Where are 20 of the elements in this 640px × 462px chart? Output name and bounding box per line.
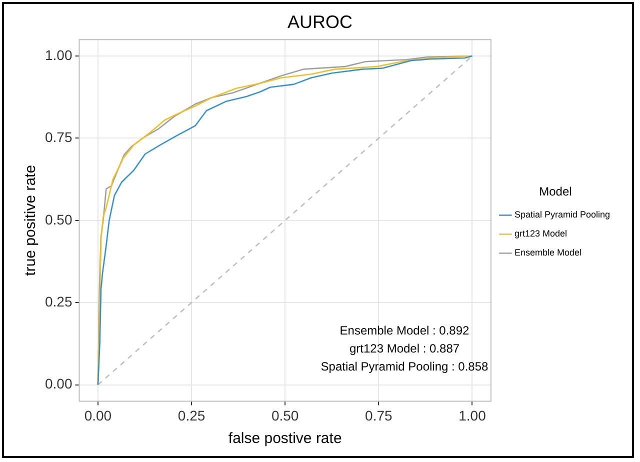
x-tick-label: 0.25 [178,407,206,424]
y-tick-label: 0.25 [45,293,72,310]
x-tick-label: 0.00 [84,407,112,424]
y-tick-label: 0.50 [45,211,72,228]
x-tick-label: 1.00 [458,407,486,424]
annotation: Ensemble Model : 0.892 [340,324,470,338]
legend-label: grt123 Model [514,228,567,239]
annotation: Spatial Pyramid Pooling : 0.858 [320,360,489,374]
y-tick-label: 1.00 [45,46,72,63]
chart-title: AUROC [287,12,353,32]
x-tick-label: 0.50 [271,407,299,424]
legend-title: Model [539,184,572,199]
annotation: grt123 Model : 0.887 [349,342,460,356]
y-tick-label: 0.75 [45,129,72,146]
legend-label: Ensemble Model [514,248,582,258]
y-tick-label: 0.00 [45,376,72,392]
y-axis-title: true positive rate [22,164,40,276]
legend-label: Spatial Pyramid Pooling [514,210,610,220]
x-axis-title: false postive rate [228,430,342,448]
x-tick-label: 0.75 [365,407,393,424]
